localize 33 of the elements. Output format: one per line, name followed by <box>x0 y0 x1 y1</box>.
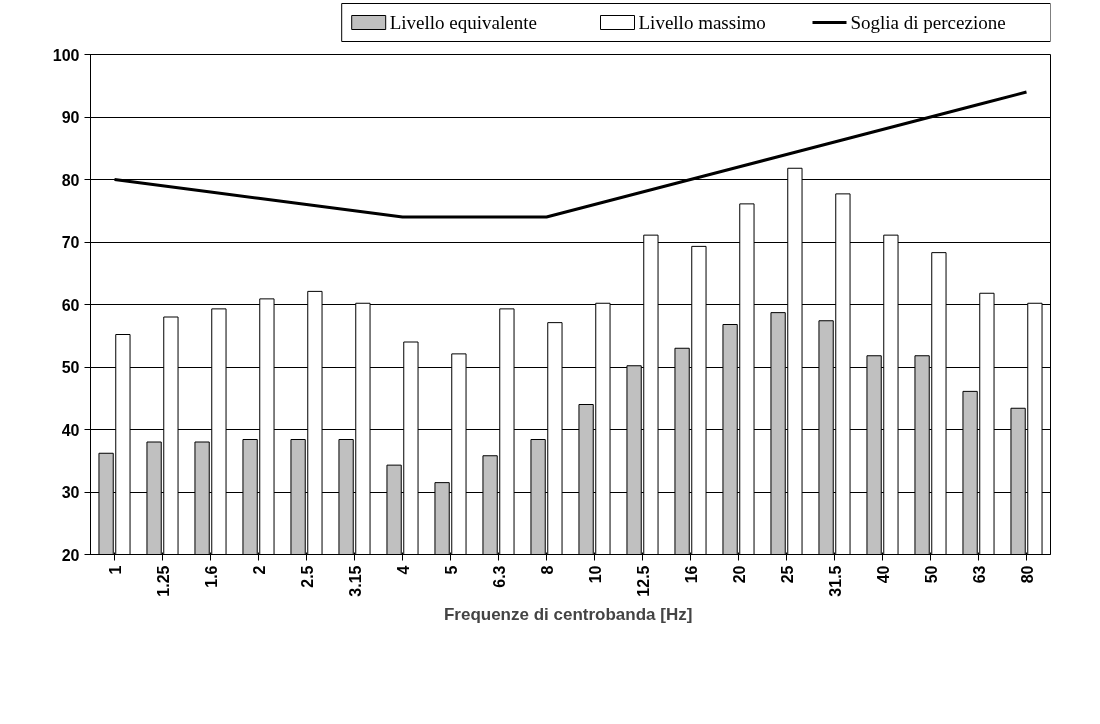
y-tick-label: 70 <box>61 234 80 251</box>
x-tick-label: 20 <box>730 565 748 584</box>
x-tick-label: 80 <box>1018 565 1036 584</box>
y-tick-label: 60 <box>61 296 80 314</box>
x-tick-label: 1 <box>106 565 124 575</box>
x-tick-label: 1.6 <box>202 565 220 588</box>
legend-label: Livello massimo <box>638 12 766 33</box>
x-tick-label: 5 <box>442 565 460 575</box>
x-tick-label: 4 <box>394 565 412 575</box>
x-tick-label: 8 <box>538 565 556 575</box>
x-tick-label: 6.3 <box>490 565 508 588</box>
x-tick-label: 63 <box>970 565 988 584</box>
x-tick-label: 2.5 <box>298 565 316 588</box>
x-tick-label: 25 <box>778 565 796 584</box>
y-tick-label: 90 <box>61 109 80 126</box>
legend-label: Soglia di percezione <box>850 12 1006 33</box>
y-tick-label: 30 <box>61 484 80 501</box>
x-tick-label: 10 <box>586 565 604 584</box>
x-tick-label: 50 <box>922 565 940 584</box>
x-tick-label: 1.25 <box>154 565 172 597</box>
y-tick-label: 20 <box>61 546 80 564</box>
legend-label: Livello equivalente <box>389 12 537 33</box>
x-tick-label: 2 <box>250 565 268 575</box>
y-tick-label: 100 <box>52 46 80 64</box>
x-tick-label: 31.5 <box>826 565 844 597</box>
x-tick-label: 16 <box>682 565 700 584</box>
y-tick-label: 50 <box>61 359 80 376</box>
y-tick-label: 40 <box>61 421 80 439</box>
x-tick-label: 3.15 <box>346 565 364 597</box>
x-axis-title: Frequenze di centrobanda [Hz] <box>443 604 693 624</box>
x-tick-label: 12.5 <box>634 565 652 597</box>
y-tick-label: 80 <box>61 171 80 189</box>
x-tick-label: 40 <box>874 565 892 584</box>
